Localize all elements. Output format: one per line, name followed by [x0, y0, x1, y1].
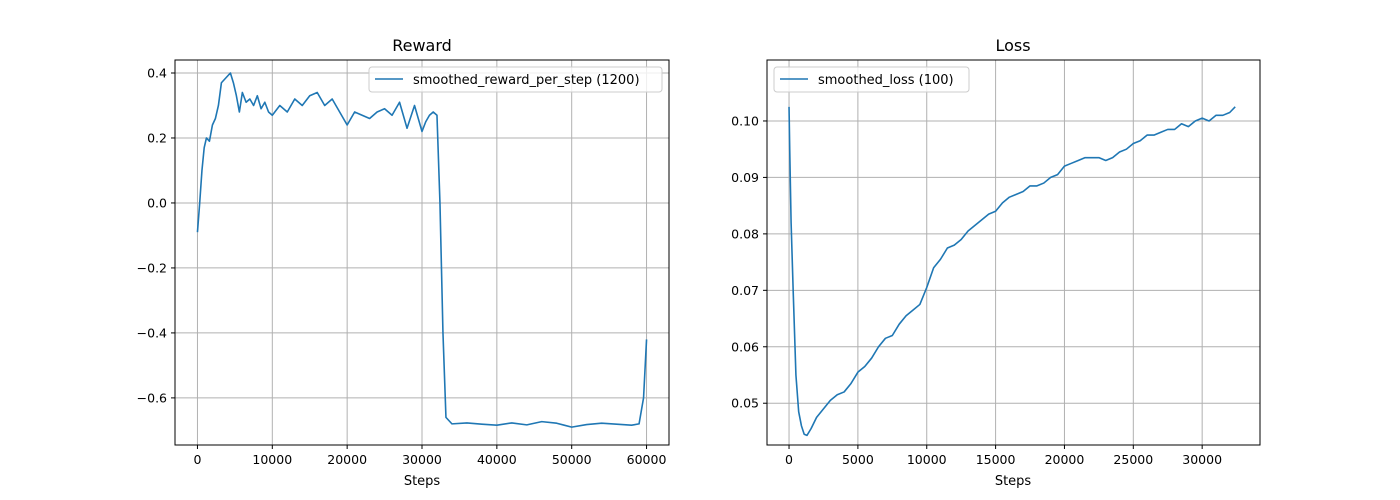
loss-xtick-label: 10000 [907, 452, 947, 467]
reward-xtick-label: 40000 [477, 452, 517, 467]
loss-ytick-label: 0.08 [731, 226, 759, 241]
loss-legend: smoothed_loss (100) [773, 66, 970, 93]
loss-xtick-label: 25000 [1113, 452, 1153, 467]
loss-xtick-label: 20000 [1045, 452, 1085, 467]
reward-xtick-label: 0 [193, 452, 201, 467]
loss-xtick-label: 30000 [1182, 452, 1222, 467]
reward-xtick-label: 60000 [627, 452, 667, 467]
reward-title: Reward [392, 36, 452, 55]
reward-xtick-label: 30000 [402, 452, 442, 467]
reward-ytick-label: 0.4 [147, 65, 167, 80]
loss-legend-box [773, 66, 970, 93]
reward-xtick-label: 50000 [552, 452, 592, 467]
loss-ytick-label: 0.09 [731, 170, 759, 185]
reward-ticks: 0 10000 20000 30000 40000 50000 60000 −0.6 −0.4 −… [137, 65, 667, 467]
reward-legend-label: smoothed_reward_per_step (1200) [413, 73, 640, 88]
reward-ytick-label: −0.6 [137, 390, 167, 405]
reward-xtick-label: 20000 [327, 452, 367, 467]
loss-axes-frame [766, 59, 1261, 446]
loss-xtick-label: 15000 [976, 452, 1016, 467]
reward-ytick-label: −0.4 [137, 325, 167, 340]
loss-gridlines [767, 60, 1260, 445]
loss-chart: 0 5000 10000 15000 20000 25000 30000 0.05 0.06 0.… [731, 36, 1261, 489]
reward-ytick-label: −0.2 [137, 260, 167, 275]
reward-chart: 0 10000 20000 30000 40000 50000 60000 −0.6 −0.4 −… [137, 36, 670, 489]
reward-legend-box [368, 66, 663, 93]
loss-series-line [788, 106, 1236, 437]
reward-legend: smoothed_reward_per_step (1200) [368, 66, 663, 93]
loss-title: Loss [995, 36, 1030, 55]
loss-ytick-label: 0.06 [731, 339, 759, 354]
loss-legend-label: smoothed_loss (100) [818, 73, 954, 88]
loss-xtick-label: 0 [785, 452, 793, 467]
reward-xlabel: Steps [404, 474, 441, 489]
loss-xlabel: Steps [995, 474, 1032, 489]
loss-series-lines [788, 106, 1236, 437]
loss-ytick-label: 0.05 [731, 396, 759, 411]
reward-ytick-label: 0.2 [147, 130, 167, 145]
reward-xtick-label: 10000 [252, 452, 292, 467]
loss-ytick-label: 0.10 [731, 113, 759, 128]
reward-series-line [196, 72, 648, 428]
loss-ytick-label: 0.07 [731, 283, 759, 298]
reward-ytick-label: 0.0 [147, 195, 167, 210]
reward-series-lines [196, 72, 648, 428]
loss-xtick-label: 5000 [842, 452, 874, 467]
loss-ticks: 0 5000 10000 15000 20000 25000 30000 0.05 0.06 0.… [731, 113, 1222, 467]
